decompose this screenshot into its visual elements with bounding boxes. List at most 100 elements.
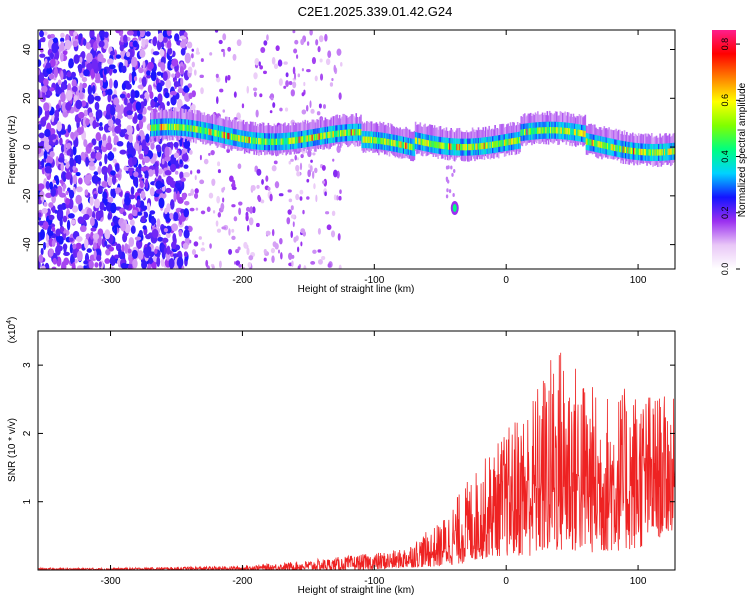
heatmap-cell [601,141,603,149]
heatmap-cell [112,147,117,152]
heatmap-cell [588,138,590,146]
heatmap-cell [309,30,313,36]
heatmap-cell [425,139,428,147]
heatmap-cell [147,61,154,70]
heatmap-cell [440,142,443,149]
heatmap-cell [175,123,177,131]
heatmap-cell [247,261,252,268]
heatmap-cell [164,92,170,99]
heatmap-cell [38,159,41,169]
snr-multiplier: (x104) [6,317,18,344]
heatmap-cell [157,93,163,104]
heatmap-cell [414,137,417,144]
heatmap-cell [584,130,587,138]
heatmap-cell [448,189,452,194]
snr-panel: -300 -200 -100 0 100 1 2 3 Height of straight l… [6,317,676,596]
heatmap-cell [570,128,572,135]
heatmap-cell [633,147,635,155]
heatmap-cell [246,85,250,94]
heatmap-cell [104,31,109,38]
y-tick-label: 2 [22,430,33,436]
heatmap-cell [107,152,115,161]
heatmap-cell [149,210,156,215]
heatmap-cell [183,31,188,38]
heatmap-cell [174,170,179,175]
heatmap-cell [228,248,233,255]
heatmap-cell [246,247,250,256]
heatmap-cell [155,166,159,177]
heatmap-cell [639,148,641,156]
heatmap-cell [582,130,584,137]
heatmap-cell [546,127,549,134]
heatmap-cell [92,120,97,129]
heatmap-cell [294,39,299,45]
heatmap-cell [470,143,473,151]
heatmap-cell [212,210,216,214]
heatmap-cell [610,143,613,151]
heatmap-cell [446,143,449,150]
heatmap-cell [60,161,65,172]
heatmap-cell [496,140,499,148]
heatmap-cell [252,206,256,214]
heatmap-cell [151,124,153,131]
heatmap-cell [456,143,458,151]
heatmap-cell [183,208,190,218]
heatmap-cell [97,228,104,238]
heatmap-cell [518,137,520,144]
heatmap-cell [41,265,46,269]
heatmap-cell [526,128,528,136]
heatmap-cell [53,67,59,78]
heatmap-cell [217,161,221,167]
snr-series [38,352,675,570]
heatmap-cell [565,127,568,135]
heatmap-cell [186,41,193,49]
heatmap-cell [269,110,273,114]
heatmap-cell [162,71,168,82]
heatmap-cell [254,165,259,171]
heatmap-cell [170,94,177,106]
heatmap-cell [326,131,329,139]
heatmap-cell [283,85,287,89]
heatmap-cell [208,128,210,135]
heatmap-cell [312,152,316,156]
heatmap-cell [182,38,189,44]
heatmap-cell [191,125,194,132]
heatmap-cell [595,140,597,147]
heatmap-cell [147,264,152,269]
heatmap-cell [76,186,83,193]
heatmap-cell [248,217,254,226]
heatmap-cell [599,141,602,148]
heatmap-cell [102,91,106,97]
heatmap-cell [605,142,608,150]
heatmap-cell [618,145,621,152]
heatmap-cell [341,130,343,137]
heatmap-cell [342,129,344,137]
heatmap-cell [99,122,103,127]
heatmap-cell [51,114,55,123]
heatmap-cell [126,30,134,36]
heatmap-cell [255,137,258,145]
heatmap-cell [490,141,493,149]
heatmap-cell [474,143,476,150]
heatmap-cell [156,144,162,153]
heatmap-cell [67,213,75,219]
heatmap-cell [450,165,453,170]
x-tick-label: 100 [630,275,647,286]
heatmap-cell [247,136,250,144]
heatmap-cell [160,62,166,72]
heatmap-cell [99,79,104,87]
heatmap-cell [283,61,288,65]
heatmap-cell [103,198,108,206]
heatmap-cell [110,202,117,214]
heatmap-cell [311,134,314,141]
heatmap-cell [325,132,328,139]
heatmap-cell [123,106,129,117]
heatmap-cell [315,133,317,141]
heatmap-cell [293,48,298,54]
heatmap-cell [323,132,325,139]
heatmap-cell [75,172,81,177]
heatmap-cell [300,38,305,46]
heatmap-cell [448,143,450,150]
heatmap-cell [290,230,293,239]
heatmap-cell [126,51,131,58]
